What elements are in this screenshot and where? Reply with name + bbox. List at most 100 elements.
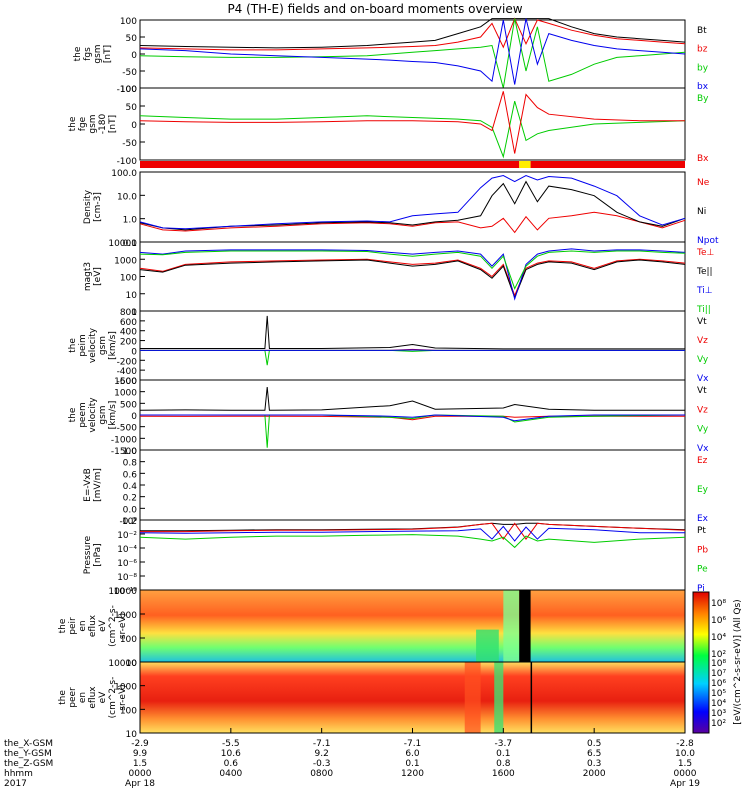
pressure-ytick-label-0: 10⁰ [122,517,137,527]
density-ytick-label-3: 0.1 [123,239,137,249]
state-bar-segment-0 [140,161,520,168]
pressure-legend-1: Pb [697,545,708,555]
pressure-ytick-label-2: 10⁻⁴ [117,545,137,555]
peim_velocity-ylabel-4: [km/s] [108,331,118,360]
peim_velocity-legend-3: Vx [697,374,709,384]
colorbar-upper-tick-3: 10² [711,650,726,660]
colorbar-lower-tick-3: 10⁵ [711,689,726,699]
fgs-series-Bt [139,18,686,49]
peer-band-green [494,662,504,733]
fgs-ylabel-2: gsm [93,44,103,63]
fge-series-By [139,100,686,159]
peim_velocity-ytick-label-4: 0 [131,347,137,357]
xaxis-row-1-value-4: 0.1 [496,749,510,759]
peir-band-black [519,590,531,662]
peer-ylabel-6: sr-eV) [118,684,128,710]
peir-ytick-label-2: 100 [120,635,137,645]
peim_velocity-legend-0: Vt [697,317,707,327]
peer-band-line [530,662,533,733]
efield-frame [139,449,686,521]
peir-ytick-label-0: 10000 [108,587,137,597]
temperature-series-Ti⊥ [139,248,686,301]
density-legend-2: Npot [697,236,719,246]
xaxis-row-label-4: 2017 [4,779,27,789]
xaxis-row-1-value-5: 6.5 [587,749,601,759]
pressure-ytick-label-3: 10⁻⁶ [117,559,137,569]
fge-ylabel-4: [nT] [108,115,118,133]
temperature-ytick-label-1: 1000 [114,256,137,266]
fgs-frame [139,19,686,89]
peim_velocity-ytick-label-2: 400 [120,328,137,338]
efield-legend-0: Ez [697,456,708,466]
efield-legend-1: Ey [697,485,709,495]
xaxis-row-3-value-5: 2000 [583,769,606,779]
colorbar-upper-tick-1: 10⁶ [711,616,726,626]
peem_velocity-series-Vz [139,415,685,421]
peim_velocity-ytick-label-7: -600 [117,377,138,387]
temperature-ylabel-1: [eV] [93,267,103,286]
fgs-ytick-label-4: -100 [117,85,138,95]
efield-ytick-label-3: 0.4 [123,482,138,492]
xaxis-row-0-value-0: -2.9 [131,739,149,749]
peir-ylabel-1: peir [68,617,78,635]
fge-series-Bx [139,91,685,154]
density-series-Ne [139,211,686,234]
temperature-legend-3: Ti|| [696,305,711,315]
pressure-legend-3: Pi [697,584,705,594]
peer-ytick-label-2: 100 [120,706,137,716]
xaxis-row-1-value-6: 10.0 [675,749,695,759]
xaxis-row-2-value-6: 1.5 [678,759,692,769]
pressure-ylabel-1: [nPa] [93,543,103,566]
peer-ytick-label-0: 10000 [108,659,137,669]
efield-ylabel-0: E=-VxB [83,468,93,502]
peim_velocity-ytick-label-3: 200 [120,338,137,348]
fgs-ytick-label-1: 50 [126,34,138,44]
density-ylabel-1: [cm-3] [93,192,103,222]
fge-ylabel-2: gsm [88,114,98,133]
colorbar-lower-tick-2: 10⁶ [711,679,726,689]
density-ytick-label-2: 1.0 [123,216,138,226]
peim_velocity-series-Vx [140,349,685,351]
peir-ylabel-3: eflux [88,614,98,637]
xaxis-row-2-value-2: -0.3 [313,759,331,769]
xaxis-row-2-value-1: 0.6 [224,759,239,769]
peim_velocity-ylabel-0: the [68,338,78,353]
xaxis-row-3-value-4: 1600 [492,769,515,779]
fgs-legend-1: bz [697,45,708,55]
pressure-legend-0: Pt [697,526,706,536]
xaxis-row-3-value-1: 0400 [219,769,242,779]
fge-ylabel-0: the [68,116,78,131]
colorbar-label: [eV/(cm^2-s-sr-eV)] (All Qs) [733,599,743,724]
chart-title: P4 (TH-E) fields and on-board moments ov… [227,2,523,16]
peem_velocity-ylabel-2: velocity [88,397,98,433]
peir-spectrogram [140,590,685,662]
peem_velocity-legend-0: Vt [697,386,707,396]
temperature-legend-0: Te⊥ [696,248,715,258]
peem_velocity-series-Vx [140,414,685,422]
density-series-Npot [139,174,686,230]
xaxis-row-label-2: the_Z-GSM [4,759,53,769]
colorbar [692,591,710,734]
colorbar-lower-tick-6: 10² [711,719,726,729]
fgs-ytick-label-3: -50 [122,68,137,78]
density-legend-1: Ni [697,207,706,217]
fgs-series-bz [139,17,686,51]
efield-ytick-label-0: 1.0 [123,447,138,457]
peir-ylabel-6: sr-eV) [118,613,128,639]
pressure-series-Pb [140,522,686,540]
fgs-legend-3: bx [697,82,709,92]
fge-ytick-label-4: -100 [117,157,138,167]
xaxis-row-1-value-3: 6.0 [405,749,420,759]
density-series-Ni [139,180,686,231]
density-legend-0: Ne [697,178,710,188]
peir-ylabel-4: eV [98,619,108,632]
peim_velocity-ytick-label-6: -400 [117,367,138,377]
temperature-series-Ti|| [139,250,686,290]
temperature-ytick-label-0: 10000 [108,239,137,249]
fge-legend-0: By [697,94,709,104]
peer-ylabel-3: eflux [88,686,98,709]
state-bar-segment-1 [519,161,531,168]
density-frame [139,171,686,243]
peem_velocity-ytick-label-6: -1500 [111,447,137,457]
fgs-ytick-label-2: 0 [131,51,137,61]
